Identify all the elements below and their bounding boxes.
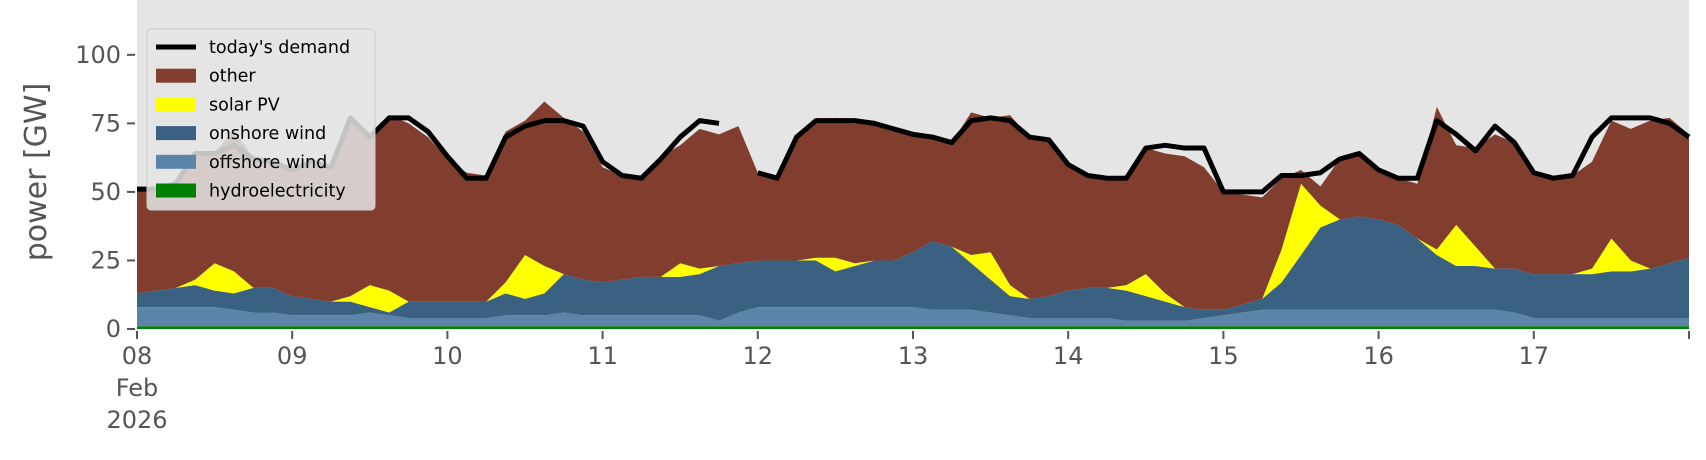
area-other: [137, 101, 1689, 310]
x-tick-month-label: Feb: [116, 374, 159, 402]
area-offshore-wind: [137, 307, 1689, 327]
y-tick-label: 0: [106, 315, 121, 343]
legend-label: today's demand: [209, 38, 350, 58]
y-tick-label: 25: [90, 246, 121, 274]
x-tick-label: 15: [1208, 342, 1239, 370]
y-tick-label: 100: [75, 41, 121, 69]
x-axis: 08 Feb 2026 09 10 11 12 13 14 15 16 17: [106, 331, 1690, 434]
x-tick-label: 10: [432, 342, 463, 370]
x-tick-label: 08: [122, 342, 153, 370]
legend-swatch: [156, 68, 196, 83]
x-tick-label: 14: [1053, 342, 1084, 370]
stacked-areas: [137, 101, 1689, 329]
legend-swatch: [156, 183, 196, 198]
x-tick-label: 16: [1363, 342, 1394, 370]
legend-label: offshore wind: [209, 153, 327, 173]
legend-swatch: [156, 126, 196, 141]
area-solar-pv: [137, 183, 1689, 313]
x-tick-label: 09: [277, 342, 308, 370]
y-axis: 0 25 50 75 100: [75, 41, 135, 343]
legend-label: other: [209, 67, 256, 87]
legend-label: hydroelectricity: [209, 182, 346, 202]
legend-swatch: [156, 97, 196, 112]
legend-label: onshore wind: [209, 124, 326, 144]
y-axis-label: power [GW]: [19, 83, 54, 262]
legend-box: [146, 28, 376, 211]
legend-swatch: [156, 154, 196, 169]
y-tick-label: 75: [90, 109, 121, 137]
x-tick-label: 11: [587, 342, 618, 370]
legend: today's demand other solar PV onshore wind o…: [146, 28, 376, 211]
y-tick-label: 50: [90, 178, 121, 206]
x-tick-year-label: 2026: [106, 406, 167, 434]
x-tick-label: 13: [898, 342, 929, 370]
area-hydroelectricity: [137, 326, 1689, 329]
area-onshore-wind: [137, 216, 1689, 321]
x-tick-label: 12: [743, 342, 774, 370]
legend-label: solar PV: [209, 95, 280, 115]
x-tick-label: 17: [1519, 342, 1550, 370]
demand-line-segment: [757, 115, 1691, 195]
